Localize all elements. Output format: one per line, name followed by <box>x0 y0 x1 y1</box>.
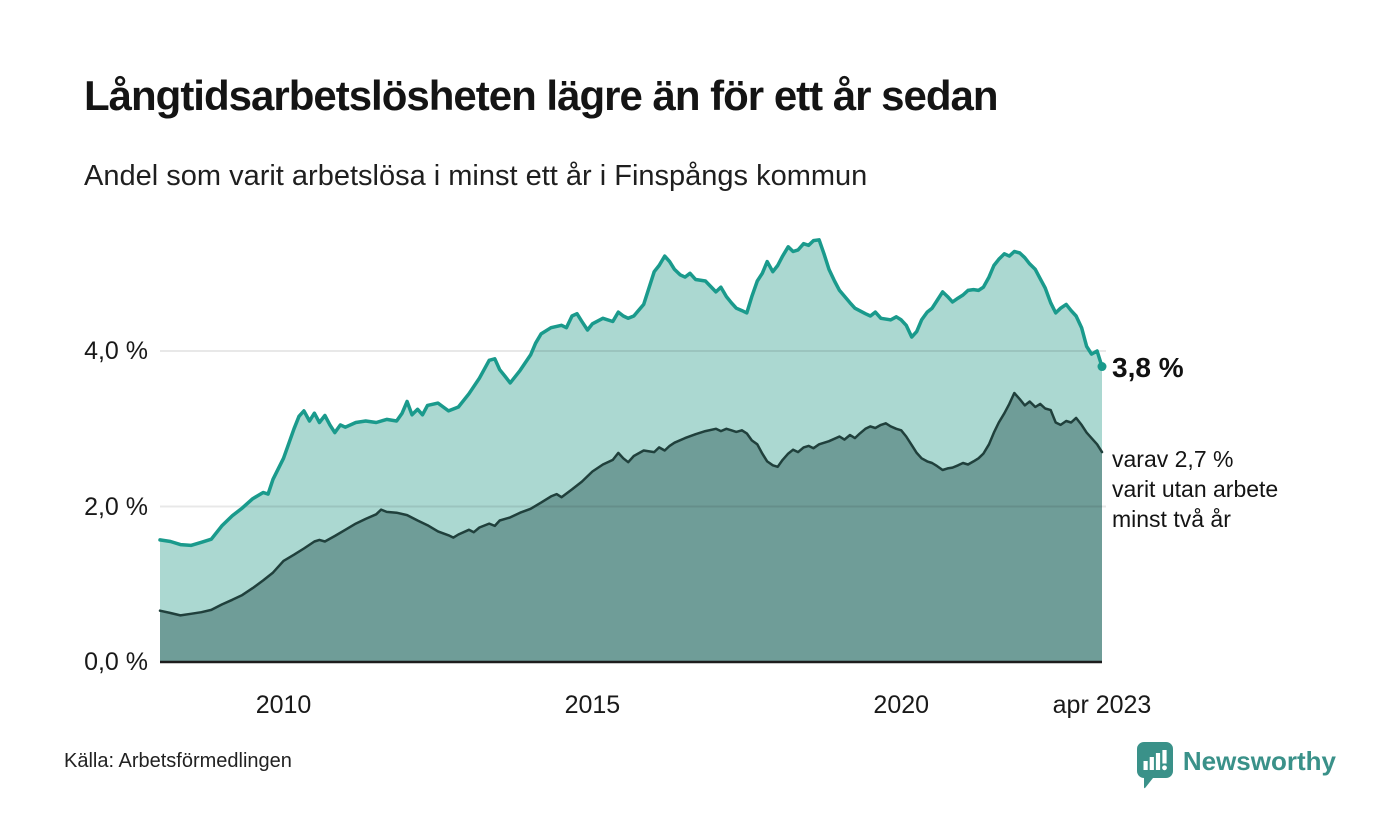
secondary-annotation-line: varit utan arbete <box>1112 476 1279 502</box>
y-tick-label: 0,0 % <box>84 648 148 676</box>
y-tick-label: 2,0 % <box>84 492 148 521</box>
series-line <box>158 238 1104 548</box>
source-note: Källa: Arbetsförmedlingen <box>64 750 292 772</box>
newsworthy-wordmark: Newsworthy <box>1182 746 1336 776</box>
latest-value-annotation: 3,8 % <box>1112 352 1184 383</box>
area-fill <box>160 393 1102 662</box>
chart-subtitle: Andel som varit arbetslösa i minst ett å… <box>84 160 868 192</box>
series-line <box>158 391 1104 617</box>
chart-title: Långtidsarbetslösheten lägre än för ett … <box>84 72 999 119</box>
secondary-annotation-line: varav 2,7 % <box>1112 446 1234 472</box>
x-tick-label: apr 2023 <box>1052 691 1152 719</box>
series-end-dot <box>1097 362 1107 372</box>
secondary-annotation-line: minst två år <box>1112 506 1231 532</box>
speech-bubble-bar-chart-icon <box>1136 742 1173 789</box>
newsworthy-logo: Newsworthy <box>1136 742 1336 792</box>
secondary-annotation: varav 2,7 % varit utan arbete minst två … <box>1112 444 1278 534</box>
x-tick-label: 2020 <box>873 691 930 719</box>
x-tick-label: 2015 <box>564 691 621 719</box>
y-tick-label: 4,0 % <box>84 337 148 365</box>
x-tick-label: 2010 <box>255 691 312 719</box>
